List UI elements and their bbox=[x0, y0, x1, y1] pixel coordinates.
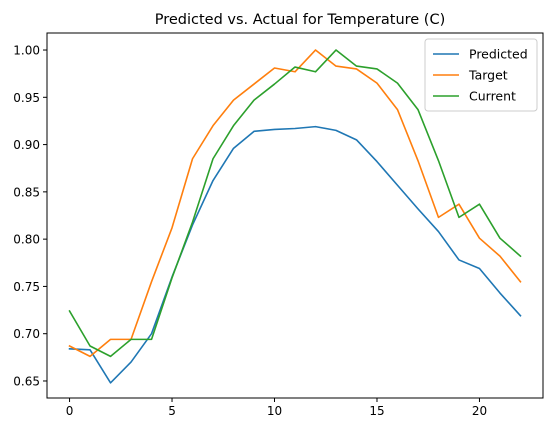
y-tick-label: 0.85 bbox=[13, 185, 40, 199]
y-tick-label: 0.95 bbox=[13, 91, 40, 105]
y-tick-label: 0.65 bbox=[13, 374, 40, 388]
legend-label-predicted: Predicted bbox=[469, 47, 528, 62]
y-tick-label: 1.00 bbox=[13, 44, 40, 58]
y-tick-label: 0.70 bbox=[13, 327, 40, 341]
x-axis: 0 5 10 15 20 bbox=[66, 398, 487, 418]
series-line-current bbox=[68, 49, 522, 358]
x-tick-label: 5 bbox=[168, 404, 176, 418]
y-tick-label: 0.90 bbox=[13, 138, 40, 152]
legend-box bbox=[424, 38, 538, 112]
series-line-predicted bbox=[68, 125, 522, 384]
y-tick-label: 0.75 bbox=[13, 280, 40, 294]
legend: Predicted Target Current bbox=[424, 38, 538, 112]
y-tick-label: 0.80 bbox=[13, 233, 40, 247]
chart-title: Predicted vs. Actual for Temperature (C) bbox=[155, 12, 446, 28]
x-tick-label: 15 bbox=[369, 404, 384, 418]
axes-frame bbox=[46, 32, 544, 399]
legend-label-current: Current bbox=[469, 89, 516, 104]
legend-label-target: Target bbox=[468, 68, 508, 83]
plot-area bbox=[68, 49, 522, 384]
x-tick-label: 20 bbox=[472, 404, 487, 418]
series-line-target bbox=[68, 49, 522, 358]
x-tick-label: 0 bbox=[66, 404, 74, 418]
y-axis: 0.65 0.70 0.75 0.80 0.85 0.90 0.95 1.00 bbox=[13, 44, 47, 388]
x-tick-label: 10 bbox=[267, 404, 282, 418]
